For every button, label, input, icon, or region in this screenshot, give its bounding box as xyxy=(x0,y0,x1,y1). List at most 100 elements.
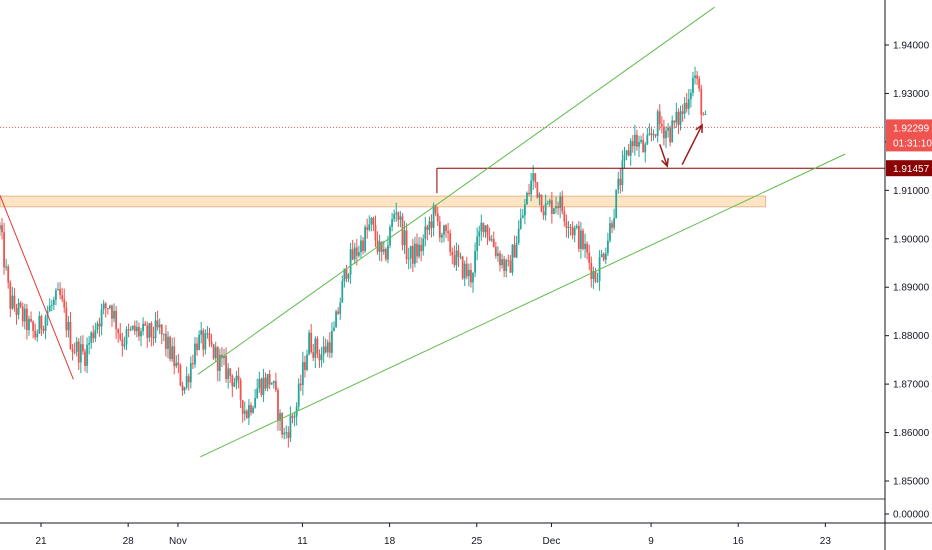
candle-body xyxy=(355,247,358,256)
candle-body xyxy=(291,415,294,418)
candle-body xyxy=(420,244,423,252)
candle-body xyxy=(519,218,522,229)
candle-body xyxy=(48,305,51,312)
candle-body xyxy=(633,134,636,147)
candle-body xyxy=(580,230,582,249)
candle-body xyxy=(3,232,5,268)
candle-body xyxy=(461,256,464,279)
level-price-tag xyxy=(886,160,932,177)
candle-body xyxy=(559,196,562,209)
candle-body xyxy=(98,323,101,327)
candle-body xyxy=(555,206,557,209)
candle-body xyxy=(235,375,238,383)
candle-body xyxy=(86,344,88,366)
candle-body xyxy=(96,323,99,330)
candle-body xyxy=(75,341,78,352)
candle-body xyxy=(233,382,236,387)
candle-body xyxy=(301,362,304,386)
candle-body xyxy=(600,254,603,258)
candle-body xyxy=(360,240,362,253)
x-tick-label: 11 xyxy=(297,536,308,547)
candle-body xyxy=(387,245,389,260)
candle-body xyxy=(40,316,43,329)
y-tick-label: 1.89000 xyxy=(893,283,930,294)
candle-body xyxy=(42,328,45,331)
candle-body xyxy=(252,407,254,413)
candle-body xyxy=(542,211,545,216)
candle-body xyxy=(333,327,335,331)
candle-body xyxy=(652,134,655,136)
candle-body xyxy=(117,329,120,334)
candle-body xyxy=(13,295,16,308)
candle-body xyxy=(312,352,315,358)
candle-body xyxy=(507,260,510,262)
candle-body xyxy=(380,241,383,252)
arrow-up xyxy=(681,124,703,165)
candle-body xyxy=(679,111,682,125)
candle-body xyxy=(347,274,350,279)
candle-body xyxy=(218,354,221,371)
candle-body xyxy=(407,258,410,260)
candle-body xyxy=(79,344,82,363)
x-tick-label: 28 xyxy=(123,536,135,547)
candle-body xyxy=(138,326,140,337)
candle-body xyxy=(563,211,566,222)
candle-body xyxy=(505,260,508,271)
y-tick-label: 1.90000 xyxy=(893,234,930,245)
candle-body xyxy=(631,141,634,147)
candle-body xyxy=(654,134,657,136)
candle-body xyxy=(71,348,74,352)
candle-body xyxy=(349,249,352,275)
candle-body xyxy=(243,410,246,414)
candle-body xyxy=(453,255,456,266)
candle-body xyxy=(256,388,259,399)
candle-body xyxy=(274,381,277,390)
candle-body xyxy=(532,173,535,181)
candle-body xyxy=(67,322,70,331)
candle-body xyxy=(189,363,192,383)
downtrend-line xyxy=(0,194,74,380)
candle-body xyxy=(401,216,404,246)
candle-body xyxy=(156,320,159,328)
candle-body xyxy=(144,323,147,326)
candle-body xyxy=(353,247,356,260)
candle-body xyxy=(395,212,398,215)
candle-body xyxy=(198,334,201,350)
candle-body xyxy=(648,133,651,135)
candle-body xyxy=(405,230,408,259)
candle-body xyxy=(588,252,591,263)
candle-body xyxy=(5,266,8,268)
candle-body xyxy=(337,311,340,314)
candle-body xyxy=(621,160,624,186)
candle-body xyxy=(675,111,678,123)
candle-body xyxy=(683,102,686,114)
x-tick-label: Nov xyxy=(169,536,187,547)
candle-body xyxy=(673,120,676,123)
candle-body xyxy=(173,346,176,367)
candle-body xyxy=(214,347,217,359)
candle-body xyxy=(482,222,485,233)
x-tick-label: Dec xyxy=(543,536,561,547)
candle-body xyxy=(73,351,76,353)
candle-body xyxy=(111,305,113,319)
candle-body xyxy=(650,133,653,136)
candle-body xyxy=(326,342,329,353)
candle-body xyxy=(685,102,688,109)
candle-body xyxy=(366,227,369,230)
candle-body xyxy=(515,243,518,258)
candle-body xyxy=(422,238,425,252)
candle-body xyxy=(586,243,589,253)
candle-body xyxy=(289,415,292,439)
candle-body xyxy=(262,377,265,395)
candle-body xyxy=(644,144,647,153)
candle-body xyxy=(594,271,597,282)
candle-body xyxy=(544,203,547,216)
x-tick-label: 21 xyxy=(35,536,47,547)
candle-body xyxy=(540,194,543,212)
candle-body xyxy=(25,308,28,331)
candle-body xyxy=(142,323,144,332)
candle-body xyxy=(374,224,377,241)
candle-body xyxy=(0,225,1,230)
candle-body xyxy=(536,182,539,198)
